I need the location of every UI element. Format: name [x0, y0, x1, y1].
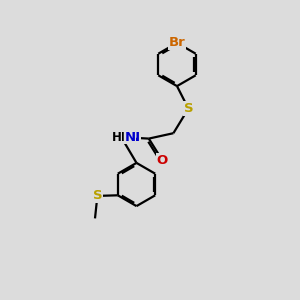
- Text: H: H: [112, 130, 122, 144]
- Text: N: N: [129, 130, 140, 144]
- Text: N: N: [124, 130, 136, 144]
- Text: H: H: [115, 130, 125, 144]
- Text: S: S: [93, 189, 102, 203]
- Text: Br: Br: [169, 36, 185, 50]
- Text: S: S: [184, 102, 193, 115]
- Text: O: O: [157, 154, 168, 167]
